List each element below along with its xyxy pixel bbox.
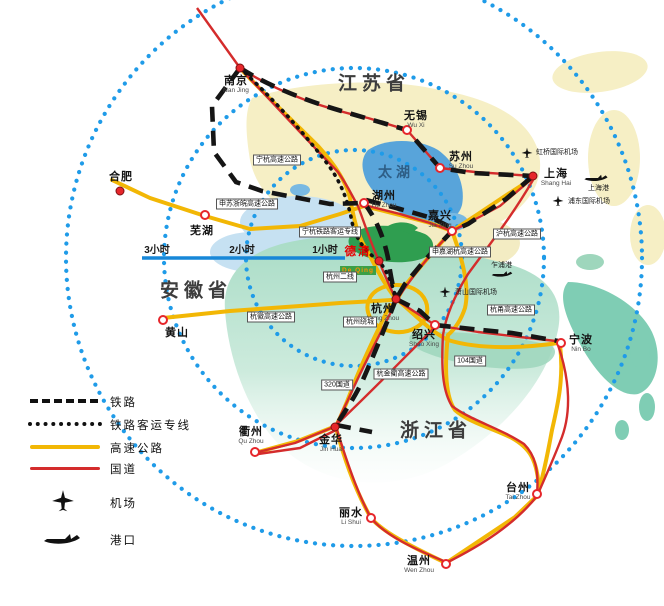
city-label-wenzhou: 温州 Wen Zhou (404, 555, 434, 575)
airport-label-pudong: 浦东国际机场 (568, 198, 610, 205)
city-marker-huzhou (359, 198, 369, 208)
city-label-huangshan: 黄山 (165, 327, 189, 339)
city-label-quzhou: 衢州 Qu Zhou (238, 426, 264, 446)
road-label-hangzhou-second-line: 杭州二线 (323, 271, 357, 283)
province-label-anhui: 安徽省 (159, 280, 233, 302)
time-marker-3h: 3小时 (144, 245, 170, 256)
road-label-shenjiahuhang-expressway: 申嘉湖杭高速公路 (429, 246, 491, 258)
time-marker-1h: 1小时 (312, 245, 338, 256)
legend-national-road-label: 国道 (110, 464, 137, 476)
port-label-shanghai: 上海港 (588, 185, 609, 192)
city-marker-wuhu (200, 210, 210, 220)
legend-expressway-label: 高速公路 (110, 443, 164, 455)
road-label-hanghui-expressway: 杭徽高速公路 (247, 311, 295, 323)
city-label-lishui: 丽水 Li Shui (339, 507, 363, 527)
road-label-ninghang-expressway: 宁杭高速公路 (253, 154, 301, 166)
city-label-wuxi: 无锡 Wu Xi (404, 110, 428, 130)
city-marker-wenzhou (441, 559, 451, 569)
legend-passenger-rail-sample (28, 422, 102, 426)
port-icon-zhapu (491, 271, 513, 277)
city-marker-deqing (374, 256, 384, 266)
legend-railway-line-sample (30, 399, 98, 403)
city-label-taizhou: 台州 Tai Zhou (505, 482, 531, 502)
legend-railway-label: 铁路 (110, 397, 137, 409)
airport-icon-xiaoshan (439, 286, 451, 298)
road-label-g104: 104国道 (454, 355, 486, 367)
city-label-shanghai: 上海 Shang Hai (540, 168, 572, 188)
passenger-railway-lines (238, 66, 398, 301)
deqing-pinyin-badge: De Qing (340, 265, 376, 275)
city-marker-wuxi (402, 125, 412, 135)
city-label-wuhu: 芜湖 (190, 225, 214, 237)
port-label-zhapu: 乍浦港 (491, 262, 512, 269)
airport-label-xiaoshan: 萧山国际机场 (455, 289, 497, 296)
city-marker-taizhou (532, 489, 542, 499)
city-label-jinhua: 金华 Jin Hua (319, 434, 343, 454)
city-marker-lishui (366, 513, 376, 523)
city-marker-hangzhou (391, 294, 401, 304)
city-label-huzhou: 湖州 Hu Zhou (371, 190, 397, 210)
legend-airport-icon (52, 490, 74, 512)
city-label-shaoxing: 绍兴 Shao Xing (409, 329, 439, 349)
port-icon-shanghai (584, 174, 608, 182)
city-marker-shaoxing (430, 320, 440, 330)
city-marker-hefei (115, 186, 125, 196)
road-label-g320: 320国道 (321, 379, 353, 391)
time-marker-2h: 2小时 (229, 245, 255, 256)
city-label-ningbo: 宁波 Nin Bo (569, 334, 593, 354)
city-label-hangzhou: 杭州 Hang Zhou (366, 303, 400, 323)
city-label-nanjing: 南京 Nan Jing (223, 75, 249, 95)
road-label-hangjinqu-expressway: 杭金衢高速公路 (373, 368, 429, 380)
city-marker-jiaxing (447, 226, 457, 236)
province-label-jiangsu: 江苏省 (337, 73, 411, 95)
city-label-hefei: 合肥 (109, 171, 133, 183)
airport-icon-pudong (552, 195, 564, 207)
city-marker-shanghai (528, 171, 538, 181)
legend-airport-label: 机场 (110, 498, 137, 510)
city-label-deqing: 德清 De Qing (340, 246, 376, 275)
lake-taihu-label: 太湖 (378, 164, 414, 180)
road-label-hangyong-expressway: 杭甬高速公路 (487, 304, 535, 316)
legend-passenger-rail-label: 铁路客运专线 (110, 420, 191, 432)
road-label-shensuzhewan-expressway: 申苏浙皖高速公路 (216, 198, 278, 210)
airport-label-hongqiao: 虹桥国际机场 (536, 149, 578, 156)
legend-national-road-sample (30, 467, 100, 470)
city-marker-nanjing (235, 63, 245, 73)
city-marker-suzhou (435, 163, 445, 173)
city-marker-jinhua (330, 422, 340, 432)
city-label-suzhou: 苏州 Su Zhou (448, 151, 474, 171)
road-label-ninghang-passenger-rail: 宁杭铁路客运专线 (299, 226, 361, 238)
legend-expressway-sample (30, 445, 100, 449)
legend-port-label: 港口 (110, 535, 137, 547)
province-label-zhejiang: 浙江省 (399, 420, 473, 442)
city-label-jiaxing: 嘉兴 Jia Xing (428, 210, 452, 230)
airport-icon-hongqiao (521, 147, 533, 159)
legend-port-icon (44, 534, 80, 544)
city-marker-ningbo (556, 338, 566, 348)
city-marker-huangshan (158, 315, 168, 325)
road-label-hangzhou-ring: 杭州绕城 (343, 316, 377, 328)
road-label-huhang-expressway: 沪杭高速公路 (493, 228, 541, 240)
city-marker-quzhou (250, 447, 260, 457)
